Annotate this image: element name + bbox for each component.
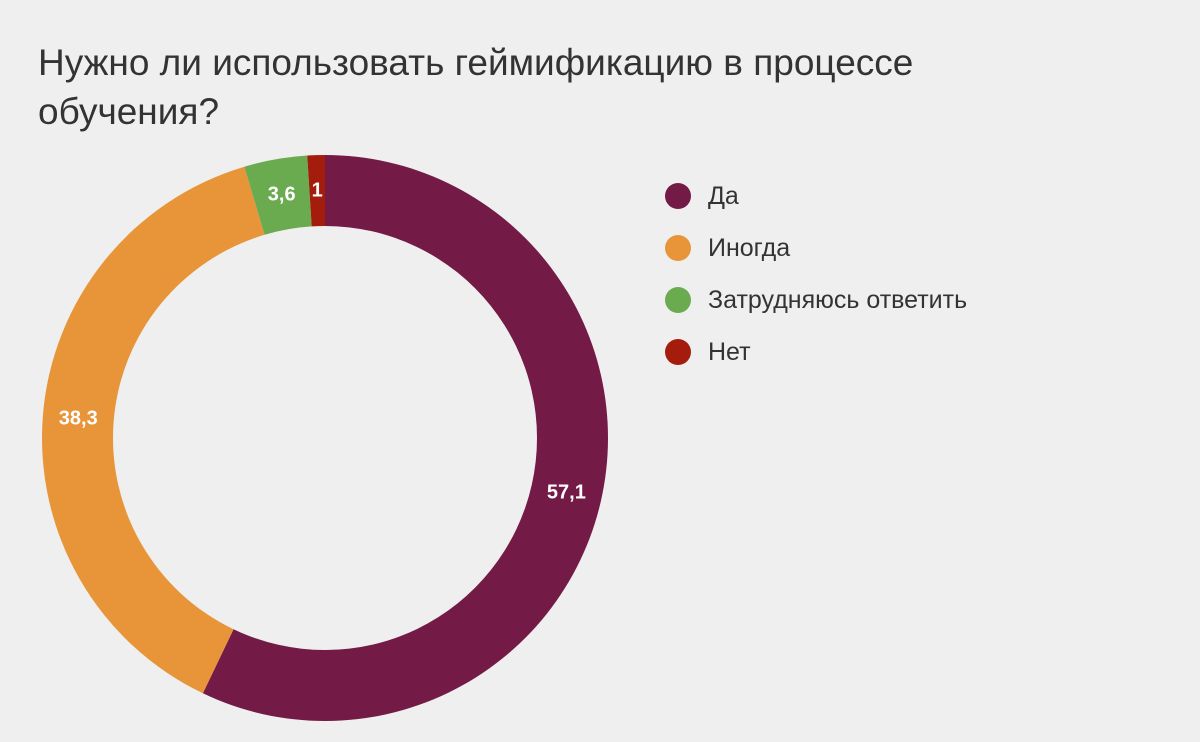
legend-label-3: Затрудняюсь ответить bbox=[708, 285, 968, 314]
legend-label-1: Да bbox=[708, 181, 739, 210]
legend-label-2: Иногда bbox=[708, 233, 791, 262]
chart-title: Нужно ли использовать геймификацию в про… bbox=[38, 42, 914, 132]
legend-swatch-1 bbox=[665, 183, 691, 209]
data-label-1: 57,1 bbox=[547, 482, 586, 504]
legend-swatch-4 bbox=[665, 339, 691, 365]
legend-label-4: Нет bbox=[708, 337, 751, 366]
data-label-2: 38,3 bbox=[59, 408, 98, 430]
legend-swatch-3 bbox=[665, 287, 691, 313]
chart-legend: Да Иногда Затрудняюсь ответить Нет bbox=[665, 170, 967, 378]
data-label-4: 1 bbox=[312, 180, 323, 202]
legend-item-1: Да bbox=[665, 170, 967, 222]
donut-slice-4 bbox=[307, 155, 325, 227]
legend-swatch-2 bbox=[665, 235, 691, 261]
data-label-3: 3,6 bbox=[268, 183, 296, 205]
donut-slice-2 bbox=[41, 166, 265, 694]
donut-slice-1 bbox=[202, 155, 608, 721]
legend-item-4: Нет bbox=[665, 326, 967, 378]
donut-slice-3 bbox=[244, 155, 312, 235]
legend-item-3: Затрудняюсь ответить bbox=[665, 274, 967, 326]
legend-item-2: Иногда bbox=[665, 222, 967, 274]
